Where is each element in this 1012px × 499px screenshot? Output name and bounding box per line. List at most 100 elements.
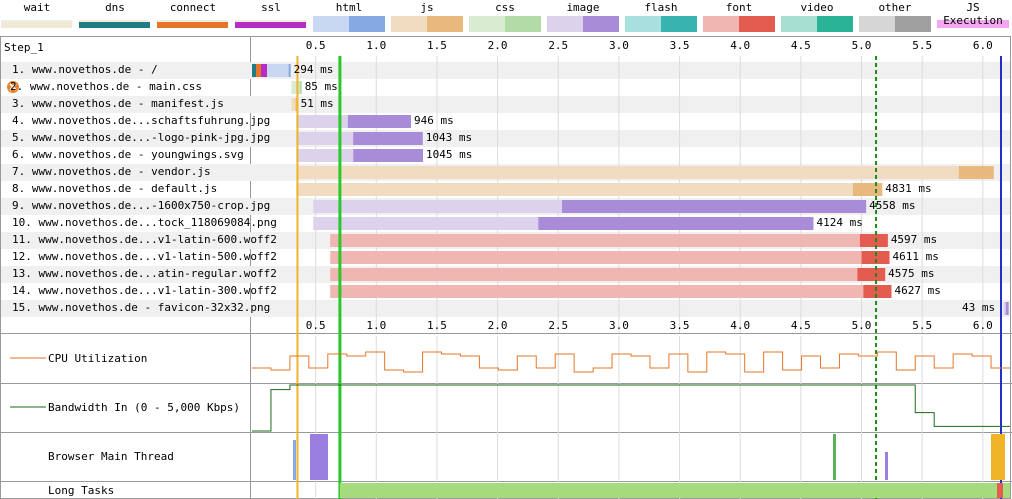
request-duration: 43 ms [962,301,996,314]
tick-label: 4.5 [790,39,811,52]
request-duration: 4558 ms [869,199,916,212]
request-bar-download-5 [353,132,423,145]
request-bar-3 [291,98,298,111]
request-row-label[interactable]: 2. www.novethos.de - main.css [10,80,203,93]
request-duration: 294 ms [293,63,334,76]
request-duration: 4627 ms [894,284,941,297]
request-duration: 4597 ms [890,233,938,246]
legend-swatch-light-js [391,16,427,32]
legend-swatch-dark-image [583,16,619,32]
tick-label: 3.5 [669,319,690,332]
tick-label: 2.0 [487,39,508,52]
legend-swatch-dark-js [427,16,463,32]
request-duration: 51 ms [300,97,334,110]
legend-swatch-wait [1,22,72,28]
legend-swatch-dark-video [817,16,853,32]
request-row-label[interactable]: 9. www.novethos.de...-1600x750-crop.jpg [12,199,271,212]
connect-segment [256,64,261,77]
legend-label: html [335,1,363,14]
request-bar-download-10 [538,217,814,230]
tick-label: 2.5 [548,39,569,52]
legend-label: connect [169,1,217,14]
request-bar-download-1 [288,64,291,77]
legend-swatch-dark-font [739,16,775,32]
request-bar-download-13 [857,268,886,281]
tick-label: 5.5 [912,39,933,52]
main-thread-paint [885,452,888,480]
request-row-label[interactable]: 3. www.novethos.de - manifest.js [12,97,224,110]
legend-swatch-dark-flash [661,16,697,32]
main-thread-html [293,440,296,480]
tick-label: 5.0 [851,39,872,52]
tick-label: 4.0 [730,39,751,52]
request-duration: 4575 ms [888,267,935,280]
request-bar-download-15 [1005,302,1009,315]
request-bar-download-14 [863,285,892,298]
request-row-label[interactable]: 13. www.novethos.de...atin-regular.woff2 [12,267,277,280]
error-icon-cross [9,83,17,91]
legend-label: video [800,1,834,14]
request-bar-download-9 [562,200,867,213]
legend-label: JS Execution [943,1,1003,27]
legend-swatch-JS Execution [937,20,1009,28]
request-duration: 1045 ms [426,148,473,161]
request-row-label[interactable]: 10. www.novethos.de...tock_118069084.png [12,216,277,229]
tick-label: 6.0 [972,319,993,332]
legend-swatch-dark-css [505,16,541,32]
request-row-label[interactable]: 15. www.novethos.de - favicon-32x32.png [12,301,271,314]
long-tasks-panel-label: Long Tasks [48,484,115,497]
legend-label: font [725,1,753,14]
request-bar-download-6 [353,149,424,162]
legend-swatch-light-html [313,16,349,32]
row-stripe [1,300,1010,317]
request-bar-13 [330,268,886,281]
bandwidth-panel-label: Bandwidth In (0 - 5,000 Kbps) [48,401,241,414]
step-label: Step_1 [4,41,44,54]
tick-label: 1.5 [427,39,447,52]
tick-label: 1.0 [366,319,387,332]
tick-label: 2.0 [487,319,508,332]
legend-label: css [495,1,515,14]
request-row-label[interactable]: 4. www.novethos.de...schaftsfuhrung.jpg [12,114,271,127]
request-row-label[interactable]: 7. www.novethos.de - vendor.js [12,165,211,178]
request-duration: 85 ms [304,80,338,93]
legend-swatch-dark-other [895,16,931,32]
request-row-label[interactable]: 1. www.novethos.de - / [12,63,158,76]
request-duration: 4124 ms [816,216,863,229]
tick-label: 1.0 [366,39,387,52]
legend-swatch-light-flash [625,16,661,32]
tick-label: 2.5 [548,319,569,332]
request-bar-download-4 [347,115,411,128]
legend-swatch-dark-html [349,16,385,32]
request-bar-12 [330,251,890,264]
request-row-label[interactable]: 14. www.novethos.de...v1-latin-300.woff2 [12,284,277,297]
request-row-label[interactable]: 11. www.novethos.de...v1-latin-600.woff2 [12,233,277,246]
tick-label: 3.0 [608,39,629,52]
request-row-label[interactable]: 5. www.novethos.de...-logo-pink-jpg.jpg [12,131,271,144]
request-row-label[interactable]: 6. www.novethos.de - youngwings.svg [12,148,244,161]
legend-swatch-light-css [469,16,505,32]
cpu-panel-label: CPU Utilization [48,352,148,365]
tick-label: 6.0 [972,39,993,52]
request-duration: 946 ms [413,114,454,127]
ssl-segment [261,64,267,77]
request-bar-download-12 [861,251,890,264]
legend-label: image [566,1,600,14]
legend-swatch-light-video [781,16,817,32]
request-duration: 4611 ms [892,250,939,263]
long-task-bar [339,483,1010,498]
request-bar-14 [330,285,892,298]
request-bar-download-7 [958,166,994,179]
legend-label: wait [23,1,51,14]
main-thread-layout [833,434,836,480]
bandwidth-series [252,384,1010,432]
request-bar-7 [296,166,994,179]
request-row-label[interactable]: 12. www.novethos.de...v1-latin-500.woff2 [12,250,277,263]
tick-label: 4.5 [790,319,811,332]
request-row-label[interactable]: 8. www.novethos.de - default.js [12,182,218,195]
tick-label: 3.0 [608,319,629,332]
tick-label: 0.5 [305,319,326,332]
tick-label: 3.5 [669,39,690,52]
request-bar-11 [330,234,888,247]
